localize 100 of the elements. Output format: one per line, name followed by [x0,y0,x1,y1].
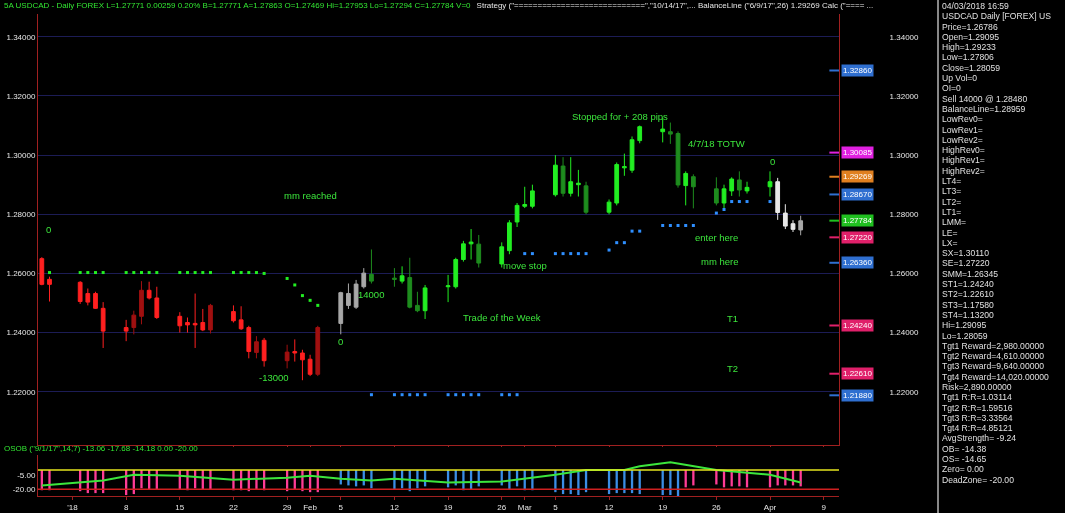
candlestick [637,125,643,144]
point [423,393,427,397]
point [86,271,90,275]
x-tick-label: 19 [443,502,454,512]
candlestick [507,219,512,255]
point [293,283,297,287]
point [124,271,128,275]
text: Tgt3 R:R=3.33564 [942,412,1014,424]
point [185,271,189,275]
candlestick [307,354,313,377]
point [768,200,772,204]
point [737,200,741,204]
point [254,271,258,275]
candlestick [399,265,405,284]
point [193,271,197,275]
point [630,229,634,233]
text: Close=1.28059 [942,62,1002,74]
annotation: -13000 [259,372,289,383]
text: OS= -14.65 [942,454,988,465]
candlestick [568,156,574,198]
candlestick [453,257,459,290]
point [500,393,504,397]
text: Tgt1 Reward=2,980.00000 [942,340,1045,352]
point [722,208,726,212]
text: Tgt1 R:R=1.03114 [942,392,1013,403]
candlestick [338,291,344,335]
chart-title: OSOB ("9/1/17",14,7) -13.06 -17.68 -14.18 0.00 -20.00 [4,444,198,453]
candlestick [461,240,466,263]
text: LowRev0= [942,114,984,125]
point [569,252,573,256]
candlestick [583,181,589,215]
x-tick-label: '18 [67,502,79,512]
candlestick [100,301,106,349]
candlestick [85,288,91,306]
point [454,393,458,397]
point [208,271,212,275]
text: 04/03/2018 16:59 [942,1,1010,12]
text: AvgStrength= -9.24 [942,433,1018,444]
text: SMM=1.26345 [942,268,1000,280]
text: LT4= [942,176,963,187]
point [676,224,680,228]
text: LE= [942,227,959,238]
annotation: mm here [701,256,739,267]
candlestick [790,219,796,233]
y-tick-label: -20.00 [12,485,36,495]
text: Tgt2 R:R=1.59516 [942,402,1014,413]
point [615,241,619,245]
ref-line-label: 1.24240 [843,321,873,330]
y-tick-label: 1.24000 [889,328,920,338]
point [285,276,289,280]
candlestick [729,176,735,197]
text: HighRev2= [942,165,986,177]
x-tick-label: Feb [303,502,318,512]
candlestick [154,286,160,320]
text: Tgt2 Reward=4,610.00000 [942,351,1045,362]
point [78,271,82,275]
annotation: Stopped for + 208 pips [572,111,669,122]
point [561,252,565,256]
candlestick [353,279,359,310]
text: LMM= [942,217,968,228]
x-tick-label: Mar [517,502,532,512]
chart-subtitle: Strategy ("============================","10/14/17",... BalanceLine ("6/9/17",26) 1.29269 Calc ("==== ... [476,1,874,10]
candlestick [415,291,420,313]
candlestick [614,162,620,206]
point [178,271,182,275]
candlestick [131,310,137,335]
annotation: T2 [727,363,739,374]
candlestick [744,181,750,195]
ref-line-label: 1.28670 [843,190,873,199]
point [607,248,611,252]
candlestick [346,282,351,310]
text: Hi=1.29095 [942,320,988,331]
point [415,393,419,397]
x-tick-label: 26 [497,502,507,512]
y-tick-label: 1.32000 [889,91,920,101]
candlestick [246,325,252,359]
point [668,224,672,228]
candlestick [606,198,612,215]
point [638,229,642,233]
text: LT1= [942,206,963,218]
text: HighRev1= [942,155,986,166]
candlestick [254,335,259,359]
point [714,211,718,215]
candlestick [39,256,45,286]
candlestick [683,170,689,206]
point [507,393,511,397]
x-tick-label: 5 [553,502,559,512]
annotation: 0 [338,336,344,347]
candlestick [208,303,213,334]
candlestick [200,308,206,332]
candlestick [231,304,236,324]
ref-line-label: 1.29269 [843,172,873,181]
candlestick [667,122,673,145]
candlestick [736,170,742,198]
ref-line-label: 1.21880 [843,391,873,400]
text: ST4=1.13200 [942,309,995,321]
point [446,393,450,397]
text: Lo=1.28059 [942,330,989,341]
x-tick-label: 12 [604,502,615,512]
point [155,271,159,275]
